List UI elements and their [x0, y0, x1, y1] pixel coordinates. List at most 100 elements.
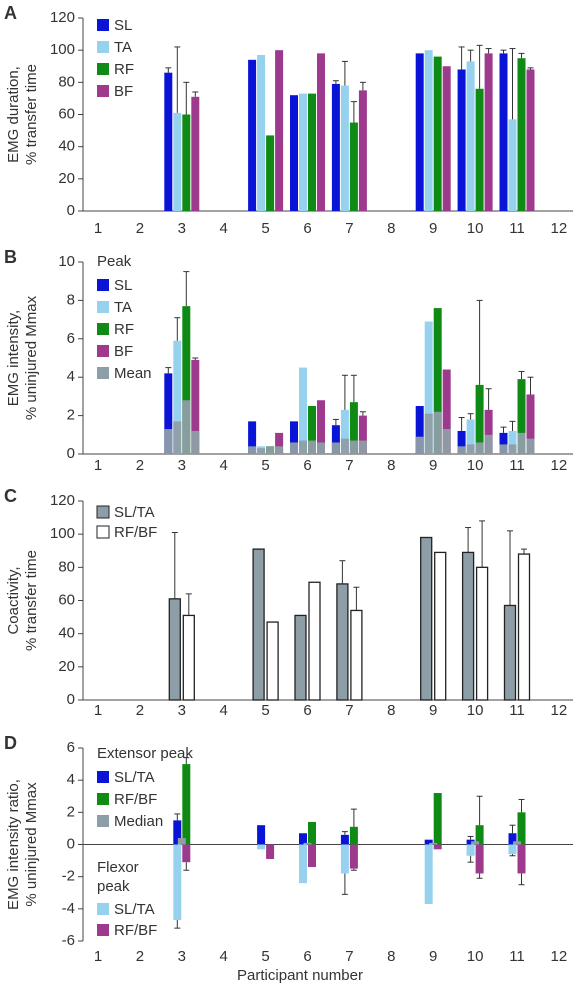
x-tick-label: 2: [136, 220, 144, 237]
bar-C-SLTA-11: [503, 604, 517, 701]
x-tick-label: 8: [387, 220, 395, 237]
legend-D-title: Extensor peak: [97, 745, 193, 762]
bar-D-FlexorSLTA-3: [173, 844, 182, 921]
bar-B-TA-3: [173, 340, 182, 454]
bar-B-BF-5: [275, 432, 284, 454]
legend-A-RF-swatch: [97, 63, 109, 75]
y-tick-label: 20: [58, 658, 75, 675]
bar-D-SLTA-7: [340, 834, 349, 845]
median-bar-6: [303, 842, 312, 845]
bar-C-RFBF-10: [475, 566, 489, 701]
x-tick-label: 11: [509, 457, 525, 474]
legend-C-SLTA-label: SL/TA: [114, 504, 155, 521]
bar-B-SL-7: [331, 425, 340, 454]
mean-bar-6: [299, 440, 307, 454]
legend-D-RF/BF-swatch: [97, 793, 109, 805]
bar-A-RF-5: [266, 135, 275, 211]
legend-D2-RF/BF-swatch: [97, 924, 109, 936]
y-axis-label: % transfer time: [23, 550, 40, 651]
mean-bar-7: [349, 440, 358, 454]
bar-D-RFBF-7: [349, 826, 358, 845]
bar-A-BF-5: [275, 50, 284, 211]
legend-B-SL-label: SL: [114, 277, 132, 294]
bar-B-SL-3: [164, 373, 173, 454]
legend-B-BF-label: BF: [114, 343, 133, 360]
y-tick-label: 40: [58, 625, 75, 642]
legend-D-SL/TA-swatch: [97, 771, 109, 783]
y-axis-label: % uninjured Mmax: [23, 295, 40, 420]
bar-D-FlexorSLTA-5: [257, 844, 266, 850]
x-tick-label: 9: [429, 220, 437, 237]
x-tick-label: 4: [220, 702, 228, 719]
legend-B-TA-swatch: [97, 301, 109, 313]
bar-A-BF-3: [191, 96, 200, 211]
x-tick-label: 12: [551, 220, 568, 237]
mean-bar-10: [457, 446, 466, 454]
y-tick-label: 2: [67, 803, 75, 820]
x-tick-label: 7: [345, 702, 353, 719]
bar-B-BF-9: [442, 369, 451, 454]
median-bar-9: [429, 842, 438, 845]
bar-D-SLTA-11: [508, 833, 517, 845]
y-tick-label: -4: [62, 900, 75, 917]
legend-D2-SL/TA-swatch: [97, 903, 109, 915]
bar-D-RFBF-3: [182, 764, 191, 845]
legend-A-TA-label: TA: [114, 39, 132, 56]
bar-B-TA-11: [508, 430, 517, 454]
panel-letter: D: [4, 733, 17, 753]
bar-B-RF-7: [349, 402, 358, 454]
x-tick-label: 3: [178, 220, 186, 237]
x-tick-label: 8: [387, 702, 395, 719]
bar-C-RFBF-7: [350, 609, 363, 701]
mean-bar-6: [317, 442, 325, 454]
y-tick-label: 6: [67, 739, 75, 756]
bar-D-FlexorRFBF-9: [433, 844, 442, 850]
mean-bar-11: [508, 444, 517, 454]
legend-D2-title-2: peak: [97, 878, 130, 895]
y-tick-label: 0: [67, 202, 75, 219]
mean-bar-7: [358, 440, 367, 454]
x-tick-label: 5: [261, 457, 269, 474]
y-tick-label: 10: [58, 253, 75, 270]
legend-C-RFBF-swatch: [96, 525, 110, 539]
y-tick-label: 100: [50, 525, 75, 542]
legend-A-BF-label: BF: [114, 83, 133, 100]
x-tick-label: 1: [94, 948, 102, 965]
x-tick-label: 1: [94, 702, 102, 719]
mean-bar-10: [466, 444, 475, 454]
x-tick-label: 7: [345, 457, 353, 474]
bar-B-TA-7: [340, 409, 349, 454]
legend-D2-RF/BF-label: RF/BF: [114, 922, 157, 939]
legend-B-title: Peak: [97, 253, 132, 270]
legend-D2-SL/TA-label: SL/TA: [114, 901, 155, 918]
bar-A-SL-11: [499, 53, 508, 212]
y-axis-label: % transfer time: [23, 64, 40, 165]
bar-A-SL-9: [415, 53, 424, 212]
bar-D-FlexorRFBF-6: [308, 844, 316, 868]
y-tick-label: 0: [67, 691, 75, 708]
legend-B-RF-label: RF: [114, 321, 134, 338]
mean-bar-9: [442, 429, 451, 454]
y-tick-label: 60: [58, 105, 75, 122]
bar-B-RF-6: [308, 406, 316, 454]
mean-bar-11: [499, 444, 508, 454]
mean-bar-9: [415, 436, 424, 454]
x-tick-label: 8: [387, 948, 395, 965]
bar-A-SL-7: [331, 83, 340, 211]
bar-A-TA-6: [299, 93, 307, 211]
x-tick-label: 1: [94, 220, 102, 237]
x-tick-label: 1: [94, 457, 102, 474]
y-axis-label: Coactivity,: [5, 566, 22, 634]
mean-bar-9: [433, 411, 442, 454]
legend-D-SL/TA-label: SL/TA: [114, 769, 155, 786]
y-tick-label: 40: [58, 138, 75, 155]
bar-B-TA-6: [299, 367, 307, 454]
bar-A-BF-7: [358, 90, 367, 211]
x-tick-label: 9: [429, 948, 437, 965]
x-tick-label: 3: [178, 948, 186, 965]
bar-A-TA-9: [424, 50, 433, 211]
bar-A-RF-6: [308, 93, 316, 211]
y-tick-label: -6: [62, 932, 75, 949]
